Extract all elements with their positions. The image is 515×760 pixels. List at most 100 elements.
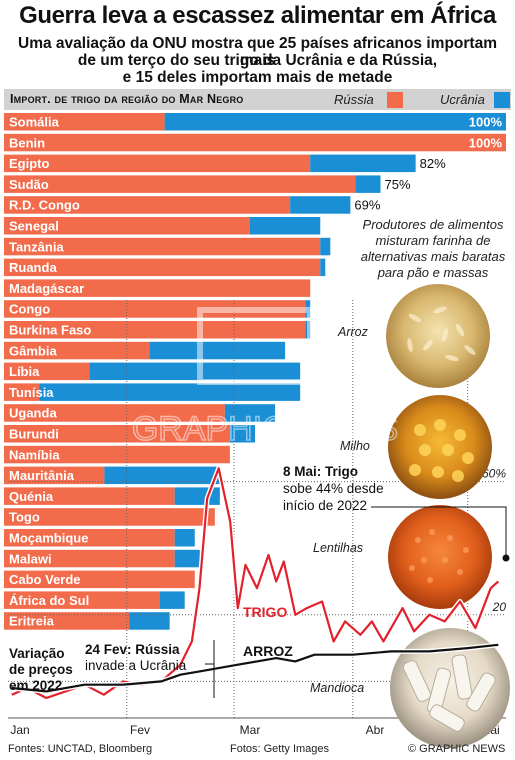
bar-russia-9 [4,300,306,318]
month-tick-label: Mar [240,723,261,737]
y-tick-label: 60% [482,467,506,481]
watermark-text: GRAPHIC NEWS [132,410,398,448]
bar-ukraine-2 [310,154,416,173]
bar-data-label: 69% [354,198,380,213]
page-title: Guerra leva a escassez alimentar em Áfri… [19,2,496,29]
bar-russia-12 [4,362,90,381]
legend-russia-label: Rússia [334,92,374,107]
variacao-line-2: de preços [9,662,73,677]
trigo-series-label: TRIGO [243,604,287,620]
bar-russia-16 [4,445,230,464]
month-tick-label: Jan [10,723,29,737]
bar-ukraine-17 [104,466,220,485]
bar-russia-5 [4,217,250,235]
chart-header: Import. de trigo da região do Mar Negro … [4,89,511,110]
cassava-photo [390,628,510,748]
bar-ukraine-7 [320,258,326,277]
bar-ukraine-20 [174,529,195,547]
bar-ukraine-5 [249,217,321,235]
bar-category-label: África do Sul [9,593,89,608]
bar-russia-10 [4,321,306,339]
variacao-line-1: Variação [9,646,65,661]
bar-category-label: Tanzânia [9,239,64,254]
bar-category-label: R.D. Congo [9,198,80,213]
bar-ukraine-3 [355,175,381,193]
bar-ukraine-18 [174,487,220,505]
bar-category-label: Cabo Verde [9,572,81,587]
bar-category-label: Senegal [9,219,59,234]
price-lines [10,465,500,701]
bar-category-label: Ruanda [9,260,57,275]
bar-ukraine-6 [320,237,331,256]
arroz-series-label: ARROZ [243,643,293,659]
trigo-note-line-3: início de 2022 [283,498,367,513]
bar-russia-2 [4,154,311,173]
food-label-lentilhas: Lentilhas [313,541,363,555]
rice-grains [407,306,476,362]
bar-russia-3 [4,175,356,193]
bar-russia-4 [4,196,291,214]
trigo-note-line-1: 8 Mai: Trigo [283,464,358,479]
bar-russia-19 [4,508,215,526]
food-photos [386,284,510,748]
cassava-pieces [402,654,496,732]
bar-russia-1 [4,133,506,152]
bar-ukraine-23 [159,591,185,609]
bar-russia-23 [4,591,160,609]
bar-ukraine-21 [174,549,200,568]
bar-russia-11 [4,341,150,360]
bar-russia-6 [4,237,321,256]
bar-russia-22 [4,570,195,589]
bar-ukraine-11 [149,341,286,360]
bar-russia-15 [4,425,230,443]
watermark-logo [197,307,313,385]
trigo-note-line-2: sobe 44% desde [283,481,384,496]
bar-russia-21 [4,549,175,568]
graphic-news-watermark: GRAPHIC NEWS [131,307,399,449]
bar-category-label: Moçambique [9,531,88,546]
invade-note-line-1: 24 Fev: Rússia [85,642,180,657]
rice-photo [386,284,490,388]
month-tick-label: Fev [130,723,150,737]
produtores-line-2: misturam farinha de [376,233,491,248]
corn-photo [388,395,492,499]
food-labels: Arroz Milho Lentilhas Mandioca [310,325,370,695]
bar-data-label: 75% [385,177,411,192]
bar-category-label: Madagáscar [9,281,84,296]
bar-chart-title: Import. de trigo da região do Mar Negro [10,92,244,106]
bar-category-label: Burkina Faso [9,323,91,338]
bar-russia-20 [4,529,175,547]
month-tick-label: Abr [366,723,385,737]
price-annotations: 8 Mai: Trigo sobe 44% desde início de 20… [9,464,510,698]
bar-data-label: 100% [469,135,503,150]
subtitle-line-1: Uma avaliação da ONU mostra que 25 paíse… [18,35,497,69]
legend-ukraine-swatch [494,92,510,108]
subtitle-line-3: e 15 deles importam mais de metade [122,69,393,86]
food-label-arroz: Arroz [337,325,369,339]
bar-category-label: Congo [9,302,50,317]
food-label-mandioca: Mandioca [310,681,364,695]
y-tick-label: 20 [492,600,507,614]
produtores-annotation: Produtores de alimentos misturam farinha… [361,217,506,280]
legend-ukraine-label: Ucrânia [440,92,485,107]
bar-russia-13 [4,383,40,401]
bar-data-label: 82% [420,156,446,171]
bar-category-label: Líbia [9,364,40,379]
bar-russia-14 [4,404,225,422]
bar-category-label: Namíbia [9,447,60,462]
trigo-note-leader [371,506,507,556]
footer: Fontes: UNCTAD, Bloomberg Fotos: Getty I… [0,739,515,760]
bar-data-label: 100% [469,115,503,130]
footer-sources: Fontes: UNCTAD, Bloomberg [8,743,153,755]
bar-category-label: Gâmbia [9,343,57,358]
bar-category-label: Malawi [9,551,52,566]
variacao-line-3: em 2022 [9,678,62,693]
invade-note-line-2: invade a Ucrânia [85,658,187,673]
line-arroz [11,643,499,693]
produtores-line-1: Produtores de alimentos [363,217,504,232]
bar-russia-18 [4,487,175,505]
produtores-line-4: para pão e massas [377,265,489,280]
bar-russia-17 [4,466,105,485]
bar-category-label: Uganda [9,406,57,421]
